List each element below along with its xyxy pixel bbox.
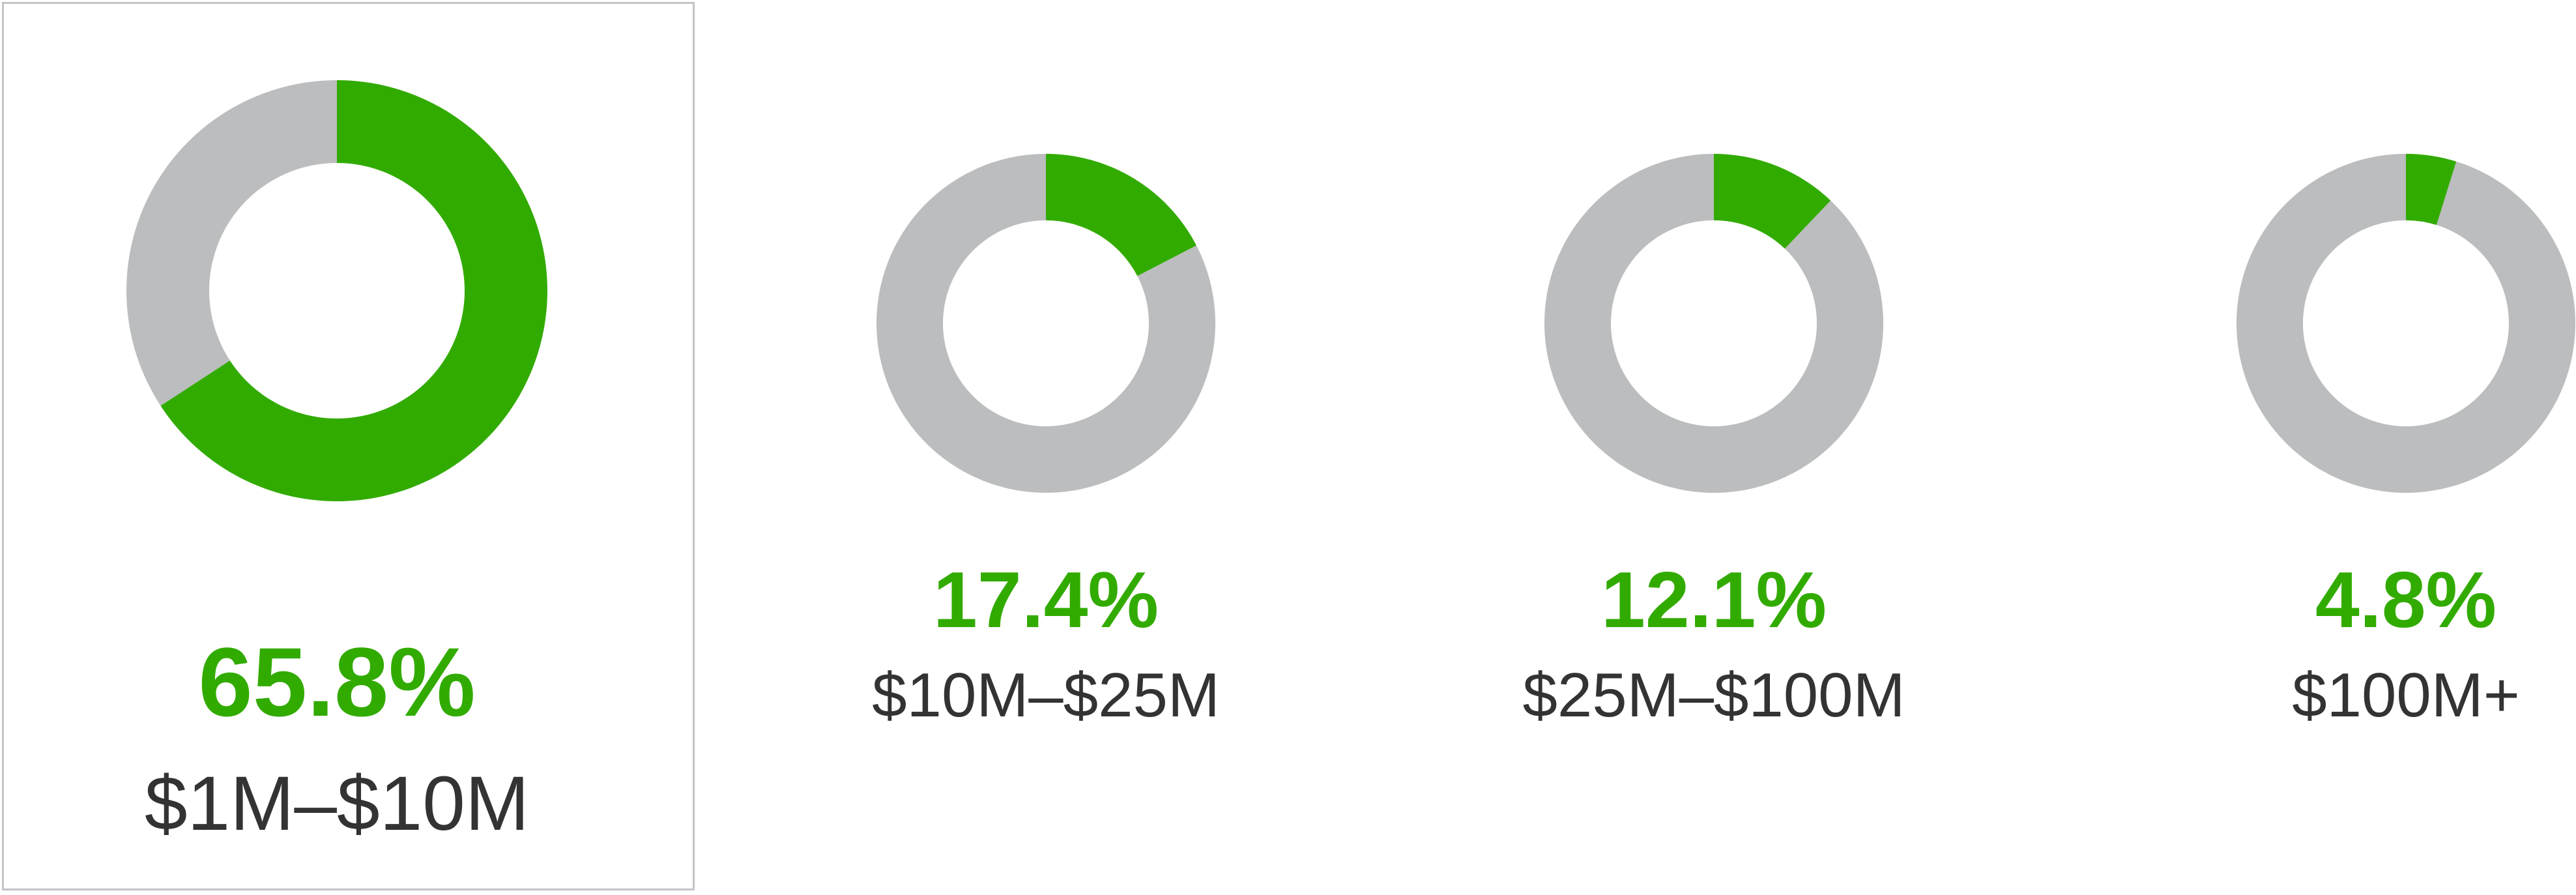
percent-label: 4.8%: [2315, 555, 2497, 644]
donut-chart-1m-10m: [126, 80, 548, 502]
donut-value-segment: [1714, 154, 1831, 249]
donut-remainder-segment: [876, 154, 1215, 493]
donut-group-25m-100m: 12.1% $25M–$100M: [1466, 0, 1961, 895]
donut-group-10m-25m: 17.4% $10M–$25M: [798, 0, 1294, 895]
category-label: $100M+: [2292, 660, 2520, 730]
percent-label: 12.1%: [1601, 555, 1827, 644]
highlight-frame: [2, 2, 695, 890]
donut-remainder-segment: [1544, 154, 1884, 493]
donut-value-segment: [2406, 154, 2457, 226]
donut-chart-100m-plus: [2236, 154, 2575, 493]
donut-chart-25m-100m: [1544, 154, 1884, 493]
donut-remainder-segment: [126, 80, 337, 406]
category-label: $25M–$100M: [1522, 660, 1905, 730]
donut-group-100m-plus: 4.8% $100M+: [2158, 0, 2576, 895]
category-label: $10M–$25M: [872, 660, 1220, 730]
category-label: $1M–$10M: [144, 761, 530, 847]
donut-remainder-segment: [2236, 154, 2575, 493]
donut-chart-10m-25m: [876, 154, 1215, 493]
donut-value-segment: [1046, 154, 1196, 276]
donut-value-segment: [160, 80, 548, 502]
donut-group-1m-10m: 65.8% $1M–$10M: [0, 0, 679, 895]
percent-label: 65.8%: [198, 627, 476, 737]
percent-label: 17.4%: [933, 555, 1159, 644]
